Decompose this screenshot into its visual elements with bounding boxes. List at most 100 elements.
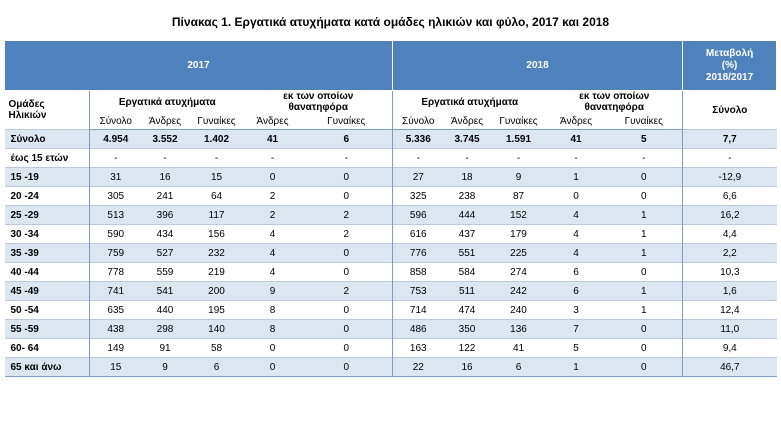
table-cell: 0	[605, 357, 683, 377]
table-cell: -	[89, 148, 142, 168]
col-men-2018: Άνδρες	[443, 113, 491, 130]
table-cell: 753	[392, 281, 444, 301]
row-label: 40 -44	[4, 262, 90, 282]
table-row: έως 15 ετών - - - - - - - - - - -	[4, 148, 777, 168]
table-row: 65 και άνω 15 9 6 0 0 22 16 6 1 0 46,7	[4, 357, 777, 377]
table-cell: -12,9	[682, 167, 777, 187]
change-total-header: Σύνολο	[682, 90, 777, 130]
table-cell: 9	[490, 167, 547, 187]
age-groups-header: Ομάδες Ηλικιών	[5, 91, 90, 130]
table-cell: 4	[546, 243, 606, 263]
table-cell: 241	[141, 186, 189, 206]
table-cell: 486	[392, 319, 444, 339]
table-cell: 46,7	[682, 357, 777, 377]
table-cell: 350	[443, 319, 491, 339]
table-cell: 3.552	[141, 129, 189, 149]
row-label: 25 -29	[4, 205, 90, 225]
table-row: 20 -24 305 241 64 2 0 325 238 87 0 0 6,6	[4, 186, 777, 206]
table-cell: 225	[490, 243, 547, 263]
table-cell: 238	[443, 186, 491, 206]
table-cell: 0	[300, 186, 393, 206]
row-label: 15 -19	[4, 167, 90, 187]
age-groups-line2: Ηλικιών	[8, 110, 47, 121]
table-cell: 616	[392, 224, 444, 244]
col-fatal-women-2017: Γυναίκες	[300, 113, 393, 130]
table-cell: 1.402	[188, 129, 245, 149]
table-cell: 596	[392, 205, 444, 225]
table-title: Πίνακας 1. Εργατικά ατυχήματα κατά ομάδε…	[171, 15, 610, 29]
table-cell: 58	[188, 338, 245, 358]
fatal-2017-line2: θανατηφόρα	[288, 102, 348, 113]
table-cell: 2	[300, 224, 393, 244]
table-cell: 8	[244, 319, 301, 339]
table-cell: 64	[188, 186, 245, 206]
table-cell: 163	[392, 338, 444, 358]
table-cell: 12,4	[682, 300, 777, 320]
row-label: Σύνολο	[4, 129, 90, 149]
year-header-row: 2017 2018 Μεταβολή (%) 2018/2017	[4, 40, 778, 91]
table-cell: 16	[141, 167, 189, 187]
group-header-row: Ομάδες Ηλικιών Εργατικά ατυχήματα εκ των…	[5, 90, 777, 130]
table-cell: 5	[546, 338, 606, 358]
table-cell: 41	[244, 129, 301, 149]
sub-header-row: Σύνολο Άνδρες Γυναίκες Άνδρες Γυναίκες Σ…	[5, 113, 777, 130]
table-cell: -	[605, 148, 683, 168]
table-cell: 232	[188, 243, 245, 263]
table-cell: 16,2	[682, 205, 777, 225]
table-row: 35 -39 759 527 232 4 0 776 551 225 4 1 2,2	[4, 243, 777, 263]
table-cell: 3	[546, 300, 606, 320]
table-cell: -	[300, 148, 393, 168]
table-cell: 1	[605, 205, 683, 225]
table-cell: 6	[300, 129, 393, 149]
row-label: 50 -54	[4, 300, 90, 320]
table-cell: -	[490, 148, 547, 168]
total-row: Σύνολο 4.954 3.552 1.402 41 6 5.336 3.745 1.591 4…	[4, 129, 777, 149]
header-2017: 2017	[4, 40, 393, 91]
table-cell: 41	[490, 338, 547, 358]
table-cell: 2,2	[682, 243, 777, 263]
table-cell: 559	[141, 262, 189, 282]
table-cell: 149	[89, 338, 142, 358]
table-cell: 776	[392, 243, 444, 263]
fatal-2018-line2: θανατηφόρα	[584, 102, 644, 113]
table-cell: 7,7	[682, 129, 777, 149]
table-cell: 5	[605, 129, 683, 149]
table-cell: 4	[546, 224, 606, 244]
table-cell: -	[443, 148, 491, 168]
work-accidents-2017-header: Εργατικά ατυχήματα	[89, 90, 245, 113]
table-cell: -	[682, 148, 777, 168]
table-cell: 0	[546, 186, 606, 206]
table-row: 55 -59 438 298 140 8 0 486 350 136 7 0 11,0	[4, 319, 777, 339]
fatal-2018-line1: εκ των οποίων	[579, 91, 650, 102]
change-label-line2: (%)	[721, 59, 738, 71]
header-2018: 2018	[391, 40, 684, 91]
table-cell: 136	[490, 319, 547, 339]
table-cell: 513	[89, 205, 142, 225]
table-cell: 635	[89, 300, 142, 320]
header-change: Μεταβολή (%) 2018/2017	[682, 40, 778, 91]
table-cell: 714	[392, 300, 444, 320]
table-cell: 87	[490, 186, 547, 206]
table-cell: 0	[300, 357, 393, 377]
table-cell: 152	[490, 205, 547, 225]
row-label: 35 -39	[4, 243, 90, 263]
col-total-2018: Σύνολο	[392, 113, 444, 130]
table-cell: 1	[605, 281, 683, 301]
table-cell: 4,4	[682, 224, 777, 244]
table-cell: 396	[141, 205, 189, 225]
table-cell: 4	[546, 205, 606, 225]
table-cell: 274	[490, 262, 547, 282]
table-cell: 1	[605, 224, 683, 244]
fatal-2017-line1: εκ των οποίων	[283, 91, 354, 102]
table-cell: 0	[605, 338, 683, 358]
table-cell: 0	[300, 338, 393, 358]
table-cell: 0	[244, 338, 301, 358]
table-cell: 1	[605, 300, 683, 320]
table-cell: 0	[300, 300, 393, 320]
table-cell: 474	[443, 300, 491, 320]
table-cell: 156	[188, 224, 245, 244]
accidents-table: 2017 2018 Μεταβολή (%) 2018/2017 Ομάδες …	[4, 40, 778, 377]
table-cell: 122	[443, 338, 491, 358]
row-label: 55 -59	[4, 319, 90, 339]
table-cell: 440	[141, 300, 189, 320]
